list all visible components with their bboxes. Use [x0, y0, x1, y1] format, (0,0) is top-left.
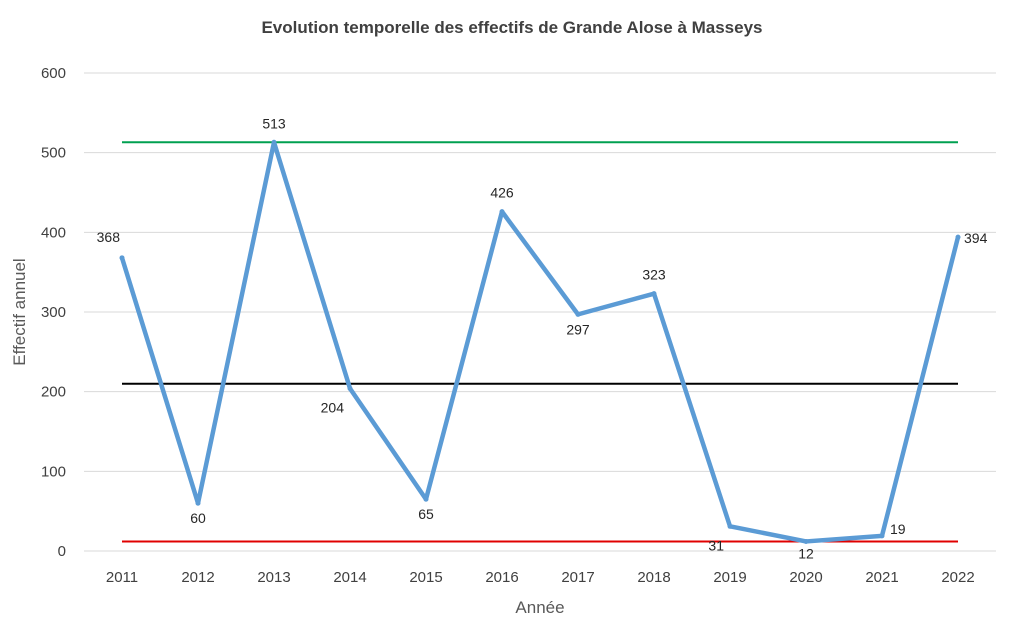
- data-label: 12: [798, 545, 814, 561]
- y-tick-label: 600: [41, 65, 66, 82]
- x-axis-title: Année: [515, 598, 564, 617]
- data-label: 323: [642, 267, 666, 283]
- y-tick-label: 400: [41, 224, 66, 241]
- data-label: 394: [964, 230, 988, 246]
- data-label: 297: [566, 321, 590, 337]
- data-point: [499, 209, 505, 215]
- data-point: [575, 311, 581, 317]
- y-axis-ticks: 0 100 200 300 400 500 600: [41, 65, 66, 560]
- data-label: 204: [321, 399, 345, 415]
- data-point: [803, 538, 809, 544]
- chart-title: Evolution temporelle des effectifs de Gr…: [261, 18, 762, 37]
- y-axis-title: Effectif annuel: [10, 258, 29, 365]
- x-tick-label: 2022: [941, 569, 974, 586]
- data-point: [119, 255, 125, 261]
- data-label: 368: [97, 229, 121, 245]
- data-label: 65: [418, 506, 434, 522]
- data-label: 60: [190, 510, 206, 526]
- x-tick-label: 2012: [181, 569, 214, 586]
- data-point: [727, 523, 733, 529]
- y-tick-label: 200: [41, 384, 66, 401]
- data-label: 19: [890, 521, 906, 537]
- data-label: 513: [262, 115, 286, 131]
- x-tick-label: 2016: [485, 569, 518, 586]
- x-tick-label: 2021: [865, 569, 898, 586]
- x-tick-label: 2015: [409, 569, 442, 586]
- x-tick-label: 2020: [789, 569, 822, 586]
- y-tick-label: 100: [41, 463, 66, 480]
- data-point: [651, 291, 657, 297]
- data-point: [271, 139, 277, 145]
- x-axis-ticks: 2011 2012 2013 2014 2015 2016 2017 2018 2019 2020…: [106, 569, 975, 586]
- data-point: [347, 385, 353, 391]
- gridlines: [84, 72, 996, 552]
- x-tick-label: 2017: [561, 569, 594, 586]
- x-tick-label: 2013: [257, 569, 290, 586]
- x-tick-label: 2019: [713, 569, 746, 586]
- reference-lines: [122, 141, 958, 543]
- series-group: [119, 139, 961, 544]
- x-tick-label: 2011: [106, 569, 138, 586]
- data-label: 31: [708, 537, 724, 553]
- y-tick-label: 500: [41, 145, 66, 162]
- series-line: [119, 140, 961, 544]
- y-tick-label: 0: [58, 543, 66, 560]
- x-tick-label: 2018: [637, 569, 670, 586]
- x-tick-label: 2014: [333, 569, 366, 586]
- data-point: [423, 496, 429, 502]
- data-labels: 368 60 513 204 65 426 297 323 31 12 19 394: [97, 115, 988, 561]
- data-point: [195, 500, 201, 506]
- data-label: 426: [490, 185, 514, 201]
- data-point: [879, 533, 885, 539]
- data-point: [955, 234, 961, 240]
- y-tick-label: 300: [41, 304, 66, 321]
